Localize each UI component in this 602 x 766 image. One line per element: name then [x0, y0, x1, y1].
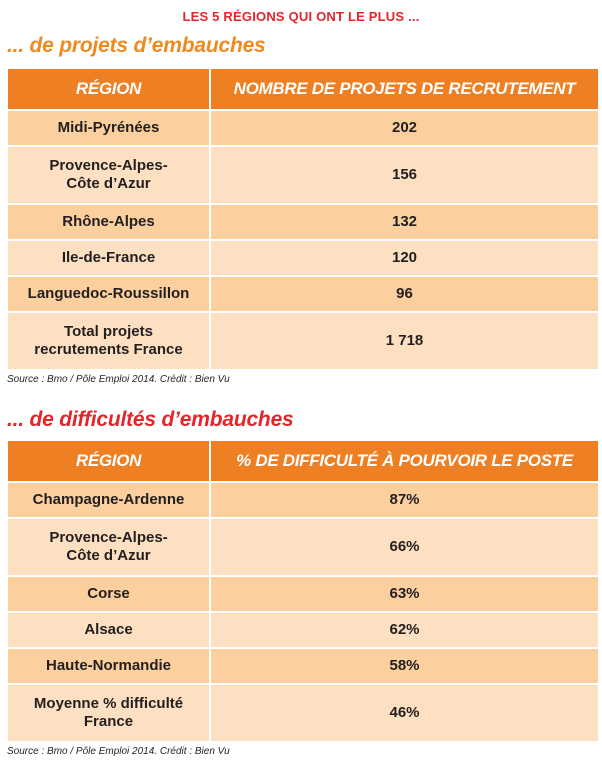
value-cell: 58% — [209, 647, 600, 685]
region-cell: Haute-Normandie — [6, 647, 211, 685]
region-cell: Moyenne % difficulté France — [6, 683, 211, 743]
region-cell: Total projets recrutements France — [6, 311, 211, 371]
table-header-row: RÉGION NOMBRE DE PROJETS DE RECRUTEMENT — [6, 67, 600, 111]
region-cell: Provence-Alpes- Côte d’Azur — [6, 517, 211, 577]
table-row: Moyenne % difficulté France 46% — [6, 683, 600, 743]
table-row: Provence-Alpes- Côte d’Azur 156 — [6, 145, 600, 205]
table-row: Champagne-Ardenne 87% — [6, 481, 600, 519]
value-cell: 96 — [209, 275, 600, 313]
value-cell: 66% — [209, 517, 600, 577]
source-note-projects: Source : Bmo / Pôle Emploi 2014. Crédit … — [7, 374, 230, 385]
region-cell: Alsace — [6, 611, 211, 649]
region-cell: Corse — [6, 575, 211, 613]
table-row: Rhône-Alpes 132 — [6, 203, 600, 241]
table-row: Languedoc-Roussillon 96 — [6, 275, 600, 313]
section-title-projects: ... de projets d’embauches — [7, 34, 266, 57]
projects-table: RÉGION NOMBRE DE PROJETS DE RECRUTEMENT … — [6, 67, 600, 371]
header-count: NOMBRE DE PROJETS DE RECRUTEMENT — [209, 67, 600, 111]
region-cell: Provence-Alpes- Côte d’Azur — [6, 145, 211, 205]
table-row: Alsace 62% — [6, 611, 600, 649]
header-region: RÉGION — [6, 439, 211, 483]
value-cell: 202 — [209, 109, 600, 147]
table-header-row: RÉGION % DE DIFFICULTÉ À POURVOIR LE POS… — [6, 439, 600, 483]
table-row: Midi-Pyrénées 202 — [6, 109, 600, 147]
difficulties-table: RÉGION % DE DIFFICULTÉ À POURVOIR LE POS… — [6, 439, 600, 743]
value-cell: 120 — [209, 239, 600, 277]
table-row: Ile-de-France 120 — [6, 239, 600, 277]
supertitle: LES 5 RÉGIONS QUI ONT LE PLUS ... — [182, 9, 420, 24]
table-row: Corse 63% — [6, 575, 600, 613]
region-cell: Rhône-Alpes — [6, 203, 211, 241]
region-cell: Midi-Pyrénées — [6, 109, 211, 147]
value-cell: 132 — [209, 203, 600, 241]
source-note-difficulties: Source : Bmo / Pôle Emploi 2014. Crédit … — [7, 746, 230, 757]
section-title-difficulties: ... de difficultés d’embauches — [7, 408, 294, 431]
region-cell: Languedoc-Roussillon — [6, 275, 211, 313]
value-cell: 46% — [209, 683, 600, 743]
value-cell: 62% — [209, 611, 600, 649]
value-cell: 1 718 — [209, 311, 600, 371]
table-row: Haute-Normandie 58% — [6, 647, 600, 685]
header-difficulty: % DE DIFFICULTÉ À POURVOIR LE POSTE — [209, 439, 600, 483]
region-cell: Ile-de-France — [6, 239, 211, 277]
value-cell: 156 — [209, 145, 600, 205]
table-row: Total projets recrutements France 1 718 — [6, 311, 600, 371]
value-cell: 63% — [209, 575, 600, 613]
region-cell: Champagne-Ardenne — [6, 481, 211, 519]
table-row: Provence-Alpes- Côte d’Azur 66% — [6, 517, 600, 577]
header-region: RÉGION — [6, 67, 211, 111]
value-cell: 87% — [209, 481, 600, 519]
